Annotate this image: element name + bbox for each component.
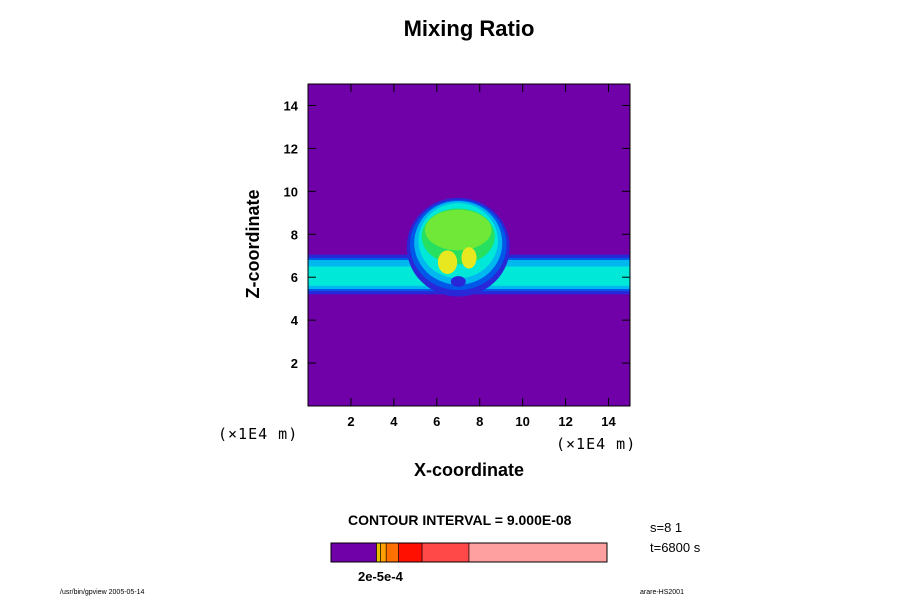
- x-tick-label: 8: [476, 414, 483, 429]
- footer-source-info: arare-HS2001: [640, 589, 684, 596]
- x-tick-label: 4: [390, 414, 398, 429]
- y-tick-label: 8: [291, 227, 298, 242]
- colorbar-segment: [330, 542, 377, 563]
- plume-core-left: [437, 250, 458, 274]
- y-tick-label: 10: [284, 184, 298, 199]
- colorbar-segment: [380, 542, 387, 563]
- y-tick-label: 2: [291, 356, 298, 371]
- x-tick-label: 2: [347, 414, 354, 429]
- footer-program-info: /usr/bin/gpview 2005-05-14: [60, 589, 145, 596]
- x-axis-unit: (×1E4 m): [556, 435, 637, 453]
- plume-base: [450, 276, 466, 287]
- y-axis-label: Z-coordinate: [243, 189, 263, 299]
- colorbar-segment: [468, 542, 608, 563]
- z-axis-unit: (×1E4 m): [218, 425, 299, 443]
- contour-interval-label: CONTOUR INTERVAL = 9.000E-08: [348, 512, 572, 528]
- x-tick-label: 12: [558, 414, 572, 429]
- x-tick-label: 6: [433, 414, 440, 429]
- colorbar-segment: [385, 542, 399, 563]
- step-label: s=8 1: [650, 520, 683, 535]
- y-tick-label: 4: [291, 313, 299, 328]
- x-tick-label: 10: [515, 414, 529, 429]
- chart-title: Mixing Ratio: [403, 16, 535, 41]
- colorbar-segment: [376, 542, 381, 563]
- colorbar-segment: [421, 542, 470, 563]
- colorbar-frame: [330, 542, 608, 563]
- x-axis-label: X-coordinate: [413, 460, 524, 480]
- colorbar-tick-labels: 2e-5e-4: [358, 569, 403, 584]
- colorbar-segment: [398, 542, 423, 563]
- x-tick-label: 14: [601, 414, 616, 429]
- plume-core-right: [461, 247, 477, 269]
- plot-frame: [307, 83, 631, 407]
- y-tick-label: 6: [291, 270, 298, 285]
- plume-cap: [424, 209, 492, 251]
- time-label: t=6800 s: [650, 540, 701, 555]
- y-tick-label: 12: [284, 141, 298, 156]
- y-tick-label: 14: [284, 98, 299, 113]
